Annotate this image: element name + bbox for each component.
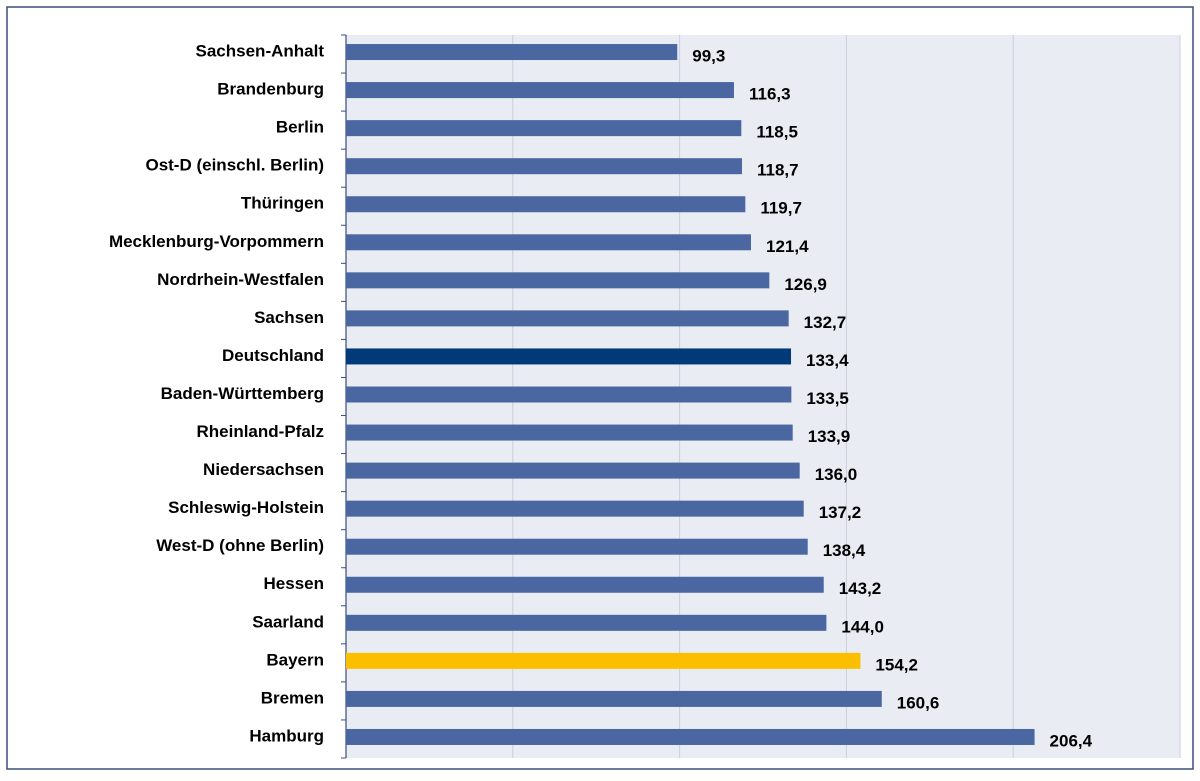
y-tick-label: Saarland [252, 612, 324, 631]
bar [346, 272, 770, 289]
y-tick-label: Mecklenburg-Vorpommern [109, 232, 324, 251]
y-tick-label: Niedersachsen [203, 460, 324, 479]
y-tick-label: Sachsen-Anhalt [196, 42, 325, 61]
y-tick-label: Thüringen [241, 194, 324, 213]
y-tick-label: Ost-D (einschl. Berlin) [145, 156, 324, 175]
y-tick-label: Berlin [276, 118, 324, 137]
bar [346, 576, 824, 593]
value-label: 116,3 [749, 85, 791, 104]
y-tick-label: Hessen [264, 574, 324, 593]
bar [346, 196, 746, 213]
bar [346, 44, 678, 61]
y-tick-label: Bremen [261, 688, 324, 707]
y-tick-label: Nordrhein-Westfalen [157, 270, 324, 289]
bar [346, 120, 742, 137]
value-label: 138,4 [823, 541, 866, 560]
y-tick-label: Sachsen [254, 308, 324, 327]
y-tick-label: Rheinland-Pfalz [196, 422, 324, 441]
value-label: 206,4 [1050, 731, 1093, 750]
bar [346, 310, 789, 327]
bar [346, 386, 792, 403]
bar [346, 234, 751, 251]
value-label: 118,7 [757, 161, 799, 180]
value-label: 143,2 [839, 579, 882, 598]
bar [346, 424, 793, 441]
bar [346, 158, 742, 175]
y-tick-label: Brandenburg [217, 80, 324, 99]
value-label: 133,9 [808, 427, 851, 446]
value-label: 119,7 [760, 199, 802, 218]
y-tick-label: Deutschland [222, 346, 324, 365]
value-label: 121,4 [766, 237, 809, 256]
value-label: 99,3 [692, 47, 725, 66]
bar [346, 728, 1035, 745]
bar [346, 500, 804, 517]
value-label: 144,0 [841, 617, 884, 636]
bar [346, 614, 827, 631]
value-label: 118,5 [756, 123, 798, 142]
y-tick-label: Baden-Württemberg [161, 384, 324, 403]
value-label: 133,4 [806, 351, 849, 370]
value-label: 126,9 [784, 275, 827, 294]
value-label: 160,6 [897, 693, 940, 712]
y-tick-label: Schleswig-Holstein [168, 498, 324, 517]
bar [346, 348, 792, 365]
bar [346, 82, 734, 99]
y-tick-label: Hamburg [249, 726, 324, 745]
bar [346, 462, 800, 479]
value-label: 154,2 [875, 655, 918, 674]
bar [346, 690, 882, 707]
bar [346, 652, 861, 669]
y-tick-label: Bayern [266, 650, 324, 669]
value-label: 133,5 [806, 389, 849, 408]
y-tick-label: West-D (ohne Berlin) [156, 536, 324, 555]
value-label: 137,2 [819, 503, 862, 522]
value-label: 132,7 [804, 313, 847, 332]
bar [346, 538, 808, 555]
value-label: 136,0 [815, 465, 858, 484]
